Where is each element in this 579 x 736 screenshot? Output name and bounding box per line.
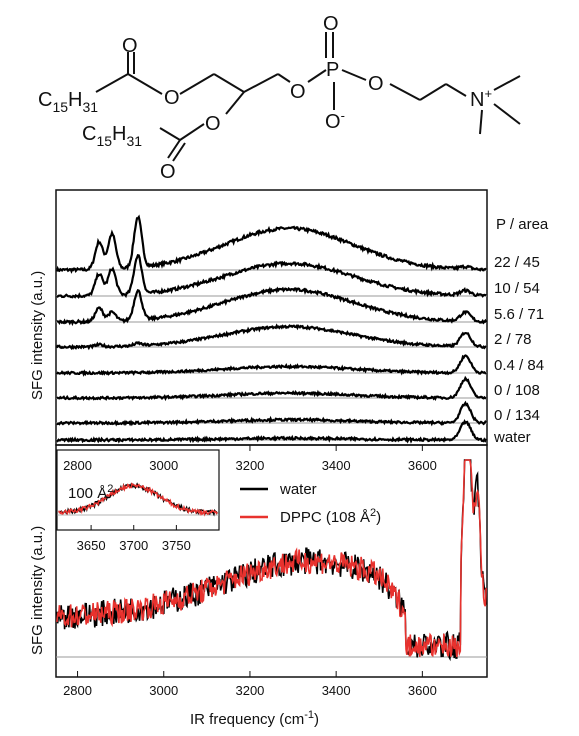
atom-o-ester1: O — [164, 87, 180, 109]
inset-frame — [56, 449, 220, 531]
inset-ticks: 3650 3700 3750 2800 3000 — [63, 458, 191, 553]
spectrum-trace — [55, 323, 487, 351]
bond — [127, 73, 163, 95]
inset-x-tick-label: 3750 — [162, 538, 191, 553]
atom-o-bridge1: O — [290, 81, 306, 103]
series-label: 0 / 108 — [494, 382, 540, 399]
x-tick-label: 3000 — [149, 683, 178, 698]
bond — [179, 123, 205, 141]
bond — [419, 83, 447, 101]
bond — [225, 91, 245, 115]
atom-o-minus: O- — [325, 108, 345, 133]
bottom-xlabel: IR frequency (cm-1) — [190, 709, 319, 728]
bond — [243, 73, 279, 93]
bond — [179, 73, 215, 95]
series-label: 0.4 / 84 — [494, 357, 544, 374]
legend-label-water: water — [279, 481, 317, 498]
bond — [493, 75, 521, 91]
bottom-panel-frame — [55, 444, 488, 678]
x-tick-label: 3400 — [322, 458, 351, 473]
inset-dppc-trace — [58, 482, 218, 517]
inset-annotation: 100 Å2 — [68, 483, 113, 502]
dppc-trace — [56, 459, 487, 658]
inset-top-tick-label: 2800 — [63, 458, 92, 473]
spectrum-trace — [55, 354, 487, 377]
inset-traces — [58, 482, 218, 517]
series-label: water — [493, 429, 531, 446]
bond — [307, 69, 327, 83]
inset-x-tick-label: 3700 — [119, 538, 148, 553]
bond — [277, 73, 291, 83]
top-ticks: 3200 3400 3600 — [235, 445, 437, 473]
atom-n-plus: N+ — [470, 86, 492, 111]
chain-label-1: C15H31 — [38, 89, 98, 115]
x-tick-label: 3600 — [408, 458, 437, 473]
inset-x-tick-label: 3650 — [77, 538, 106, 553]
bottom-ylabel: SFG intensity (a.u.) — [29, 526, 46, 655]
spectrum-trace — [56, 254, 487, 300]
series-label: 22 / 45 — [494, 254, 540, 271]
bottom-ticks: 2800 3000 3200 3400 3600 — [63, 671, 437, 698]
legend-label-dppc: DPPC (108 Å2) — [280, 507, 381, 526]
spectrum-trace — [56, 400, 487, 427]
x-tick-label: 3400 — [322, 683, 351, 698]
bond — [493, 103, 521, 125]
x-tick-label: 3200 — [235, 683, 264, 698]
atom-o-carbonyl1: O — [122, 35, 138, 57]
bond — [341, 69, 367, 81]
atom-o-carbonyl2: O — [160, 161, 176, 183]
top-ylabel: SFG intensity (a.u.) — [29, 271, 46, 400]
spectrum-trace — [55, 214, 487, 274]
atom-o-ester2: O — [205, 113, 221, 135]
chain-label-2: C15H31 — [82, 123, 142, 149]
bond — [479, 109, 483, 135]
bond — [167, 139, 181, 159]
bottom-traces — [56, 459, 487, 662]
spectrum-trace — [56, 286, 488, 327]
bond — [159, 127, 181, 141]
spectrum-trace — [56, 419, 488, 444]
top-baselines — [56, 269, 487, 441]
bond — [213, 73, 245, 93]
x-tick-label: 2800 — [63, 683, 92, 698]
series-label: 5.6 / 71 — [494, 306, 544, 323]
dppc-molecule — [95, 32, 521, 162]
atom-o-bridge2: O — [368, 73, 384, 95]
legend-title: P / area — [496, 216, 549, 233]
bottom-legend: water DPPC (108 Å2) — [240, 481, 381, 526]
top-traces — [55, 214, 488, 444]
bond — [445, 83, 467, 97]
x-tick-label: 3200 — [235, 458, 264, 473]
series-label: 10 / 54 — [494, 280, 540, 297]
bond — [389, 83, 421, 101]
inset-top-tick-label: 3000 — [149, 458, 178, 473]
bond — [95, 73, 129, 93]
x-tick-label: 3600 — [408, 683, 437, 698]
series-label: 2 / 78 — [494, 331, 532, 348]
atom-p: P — [326, 59, 339, 81]
spectrum-trace — [56, 375, 487, 402]
series-label: 0 / 134 — [494, 407, 540, 424]
top-series-labels: 22 / 45 10 / 54 5.6 / 71 2 / 78 0.4 / 84 0 / … — [493, 254, 544, 446]
bond — [172, 142, 186, 162]
atom-o-phos-top: O — [323, 13, 339, 35]
